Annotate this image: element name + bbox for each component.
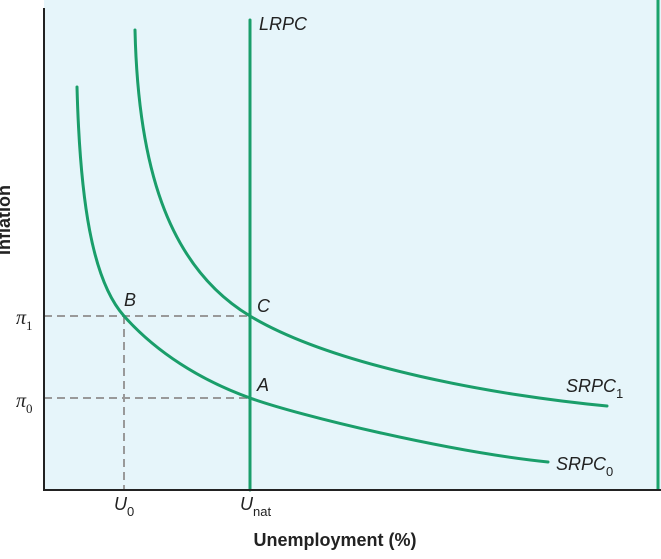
srpc0-label: SRPC0: [556, 454, 613, 479]
label-base: π: [16, 307, 27, 329]
srpc1-label: SRPC1: [566, 376, 623, 401]
lrpc-label: LRPC: [259, 14, 308, 34]
label-subscript: 0: [26, 401, 33, 416]
y-tick-pi1: π1: [16, 307, 33, 333]
x-axis-label: Unemployment (%): [253, 530, 416, 550]
label-base: SRPC: [566, 376, 617, 396]
srpc1-curve: [133, 28, 609, 408]
plot-area: [44, 0, 661, 490]
label-subscript: 1: [26, 318, 33, 333]
x-tick-unat: Unat: [240, 494, 271, 519]
label-base: SRPC: [556, 454, 607, 474]
point-b: B: [124, 290, 136, 310]
label-base: U: [240, 494, 254, 514]
srpc0-curve: [75, 85, 550, 464]
label-subscript: 0: [606, 464, 613, 479]
label-base: π: [16, 390, 27, 412]
y-axis-label: Inflation: [0, 185, 14, 255]
label-subscript: nat: [253, 504, 271, 519]
curves: [75, 18, 609, 492]
label-subscript: 0: [127, 504, 134, 519]
point-a: A: [256, 375, 269, 395]
guides: [44, 315, 250, 490]
point-c: C: [257, 296, 271, 316]
label-base: U: [114, 494, 128, 514]
label-subscript: 1: [616, 386, 623, 401]
y-tick-pi0: π0: [16, 390, 33, 416]
x-tick-u0: U0: [114, 494, 134, 519]
